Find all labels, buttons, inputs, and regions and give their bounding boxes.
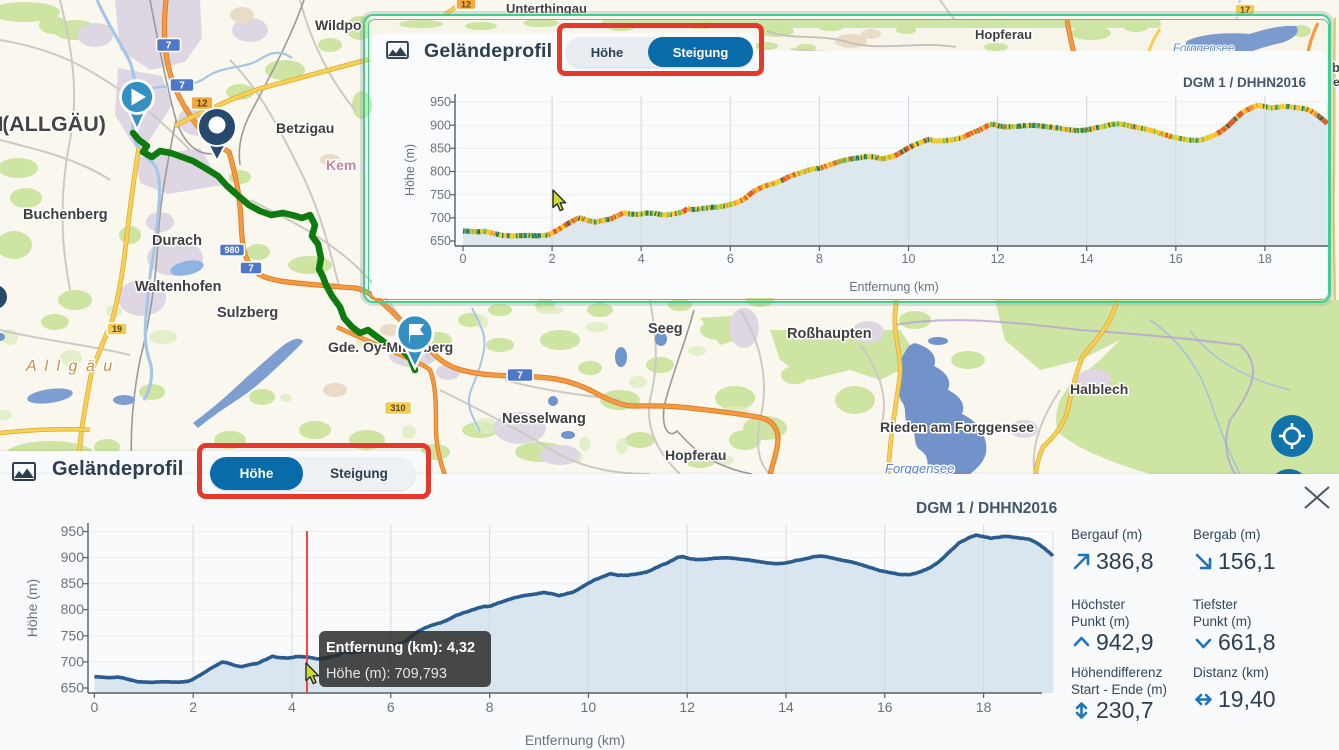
svg-text:Roßhaupten: Roßhaupten bbox=[787, 326, 872, 342]
svg-text:Entfernung (km): Entfernung (km) bbox=[525, 732, 625, 748]
svg-text:900: 900 bbox=[61, 549, 85, 565]
svg-text:12: 12 bbox=[196, 99, 208, 110]
svg-text:Forggensee: Forggensee bbox=[885, 461, 954, 476]
svg-text:850: 850 bbox=[430, 142, 451, 156]
svg-text:Gde. Oy-Mittelberg: Gde. Oy-Mittelberg bbox=[328, 339, 453, 355]
svg-text:310: 310 bbox=[390, 403, 405, 413]
svg-text:950: 950 bbox=[61, 523, 85, 539]
svg-text:18: 18 bbox=[1258, 252, 1272, 266]
svg-text:8: 8 bbox=[486, 699, 494, 715]
svg-text:800: 800 bbox=[61, 601, 85, 617]
svg-text:6: 6 bbox=[727, 252, 734, 266]
svg-text:e: e bbox=[1333, 75, 1339, 89]
svg-text:4: 4 bbox=[638, 252, 645, 266]
svg-text:6: 6 bbox=[387, 699, 395, 715]
svg-text:Durach: Durach bbox=[152, 233, 202, 249]
svg-text:Wildpo: Wildpo bbox=[315, 17, 362, 33]
svg-text:750: 750 bbox=[61, 627, 85, 643]
svg-text:Höhe (m): Höhe (m) bbox=[403, 144, 417, 196]
svg-text:Hopferau: Hopferau bbox=[665, 447, 726, 463]
svg-text:750: 750 bbox=[430, 188, 451, 202]
svg-text:Rieden am Forggensee: Rieden am Forggensee bbox=[880, 419, 1034, 435]
svg-text:4: 4 bbox=[288, 699, 296, 715]
svg-text:800: 800 bbox=[430, 165, 451, 179]
svg-text:Hopferau: Hopferau bbox=[975, 27, 1032, 42]
svg-text:700: 700 bbox=[61, 653, 85, 669]
svg-text:14: 14 bbox=[778, 699, 794, 715]
svg-text:7: 7 bbox=[248, 264, 254, 275]
svg-text:17: 17 bbox=[1240, 5, 1250, 15]
svg-text:12: 12 bbox=[679, 699, 695, 715]
svg-text:10: 10 bbox=[581, 699, 597, 715]
svg-text:980: 980 bbox=[224, 245, 239, 255]
svg-text:Halblech: Halblech bbox=[1070, 381, 1128, 397]
svg-text:Seeg: Seeg bbox=[648, 321, 683, 337]
svg-text:650: 650 bbox=[430, 234, 451, 248]
svg-text:Höhe (m): Höhe (m) bbox=[24, 579, 40, 637]
svg-text:650: 650 bbox=[61, 680, 85, 696]
svg-text:0: 0 bbox=[460, 252, 467, 266]
svg-text:Entfernung (km): Entfernung (km) bbox=[849, 280, 939, 294]
svg-text:12: 12 bbox=[461, 0, 471, 9]
svg-text:12: 12 bbox=[991, 252, 1005, 266]
svg-text:18: 18 bbox=[976, 699, 992, 715]
svg-text:Höhe (m): 709,793: Höhe (m): 709,793 bbox=[326, 666, 447, 682]
svg-text:7: 7 bbox=[179, 81, 185, 92]
svg-text:900: 900 bbox=[430, 118, 451, 132]
svg-text:10: 10 bbox=[902, 252, 916, 266]
svg-text:Waltenhofen: Waltenhofen bbox=[135, 279, 221, 295]
svg-text:(ALLGÄU): (ALLGÄU) bbox=[2, 112, 106, 136]
svg-text:2: 2 bbox=[189, 699, 197, 715]
svg-text:b: b bbox=[1332, 60, 1339, 75]
svg-text:0: 0 bbox=[91, 699, 99, 715]
svg-text:Unterthingau: Unterthingau bbox=[506, 1, 587, 16]
svg-text:Entfernung (km): 4,32: Entfernung (km): 4,32 bbox=[326, 640, 475, 656]
svg-text:A l l g ä u: A l l g ä u bbox=[25, 358, 114, 375]
svg-text:7: 7 bbox=[166, 41, 172, 52]
svg-text:Sulzberg: Sulzberg bbox=[217, 305, 278, 321]
svg-text:Nesselwang: Nesselwang bbox=[502, 411, 586, 427]
svg-text:Betzigau: Betzigau bbox=[276, 120, 334, 136]
svg-text:Kem: Kem bbox=[326, 157, 356, 173]
svg-text:950: 950 bbox=[430, 95, 451, 109]
svg-text:850: 850 bbox=[61, 575, 85, 591]
svg-text:2: 2 bbox=[549, 252, 556, 266]
svg-text:16: 16 bbox=[877, 699, 893, 715]
svg-text:7: 7 bbox=[517, 371, 523, 382]
svg-text:N: N bbox=[0, 112, 4, 136]
svg-text:8: 8 bbox=[816, 252, 823, 266]
svg-text:Buchenberg: Buchenberg bbox=[23, 207, 108, 223]
svg-text:16: 16 bbox=[1169, 252, 1183, 266]
svg-text:19: 19 bbox=[112, 324, 122, 334]
svg-text:14: 14 bbox=[1080, 252, 1094, 266]
svg-text:700: 700 bbox=[430, 211, 451, 225]
